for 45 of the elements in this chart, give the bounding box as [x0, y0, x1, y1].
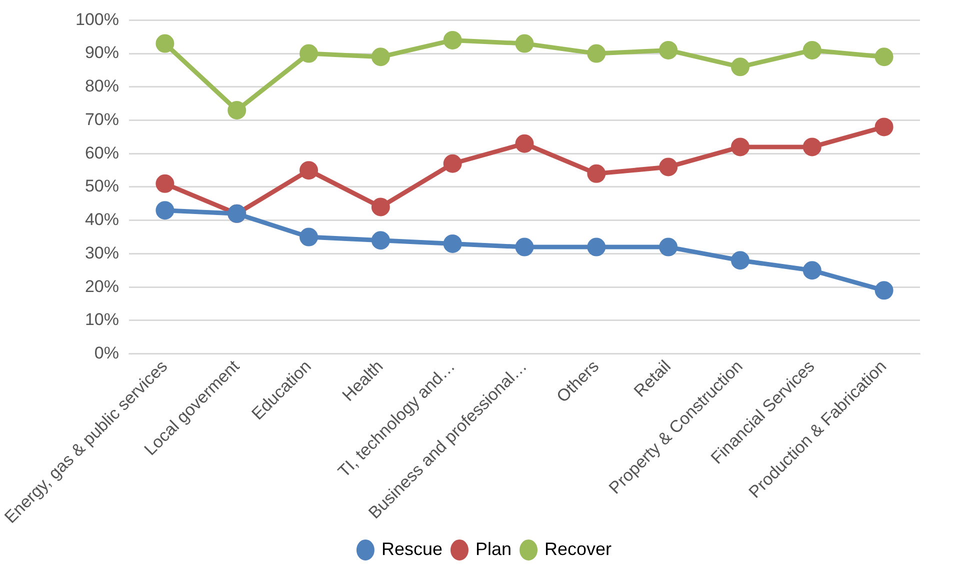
- y-tick-label: 30%: [84, 243, 119, 262]
- point: [300, 161, 318, 180]
- point: [659, 238, 678, 256]
- y-tick-label: 0%: [94, 343, 119, 362]
- point: [730, 251, 750, 270]
- point: [802, 261, 822, 280]
- point: [300, 228, 318, 246]
- point: [730, 138, 750, 156]
- legend-label: Plan: [475, 538, 512, 559]
- point: [156, 201, 174, 220]
- point: [371, 48, 390, 66]
- y-tick-label: 100%: [76, 10, 119, 29]
- point: [802, 138, 822, 156]
- point: [443, 234, 462, 253]
- y-tick-label: 40%: [84, 210, 119, 230]
- point: [371, 198, 390, 216]
- point: [730, 58, 750, 76]
- point: [659, 158, 678, 176]
- y-tick-label: 20%: [84, 276, 119, 296]
- point: [587, 164, 606, 183]
- y-tick-label: 80%: [84, 76, 119, 96]
- point: [802, 40, 822, 60]
- point: [874, 118, 894, 136]
- legend-label: Recover: [544, 538, 612, 559]
- y-tick-label: 10%: [84, 310, 119, 330]
- point: [515, 134, 534, 153]
- point: [156, 34, 174, 53]
- legend-label: Rescue: [381, 538, 442, 559]
- point: [587, 44, 606, 63]
- point: [300, 44, 318, 63]
- point: [515, 34, 534, 53]
- point: [443, 30, 462, 50]
- y-tick-label: 70%: [84, 110, 119, 129]
- point: [228, 101, 246, 120]
- point: [443, 154, 462, 173]
- y-tick-label: 60%: [84, 143, 119, 162]
- point: [587, 238, 606, 256]
- point: [515, 238, 534, 256]
- y-tick-label: 90%: [84, 43, 119, 62]
- point: [659, 40, 678, 60]
- y-tick-label: 50%: [84, 176, 119, 196]
- point: [874, 281, 894, 300]
- point: [874, 48, 894, 66]
- point: [156, 174, 174, 193]
- point: [371, 231, 390, 250]
